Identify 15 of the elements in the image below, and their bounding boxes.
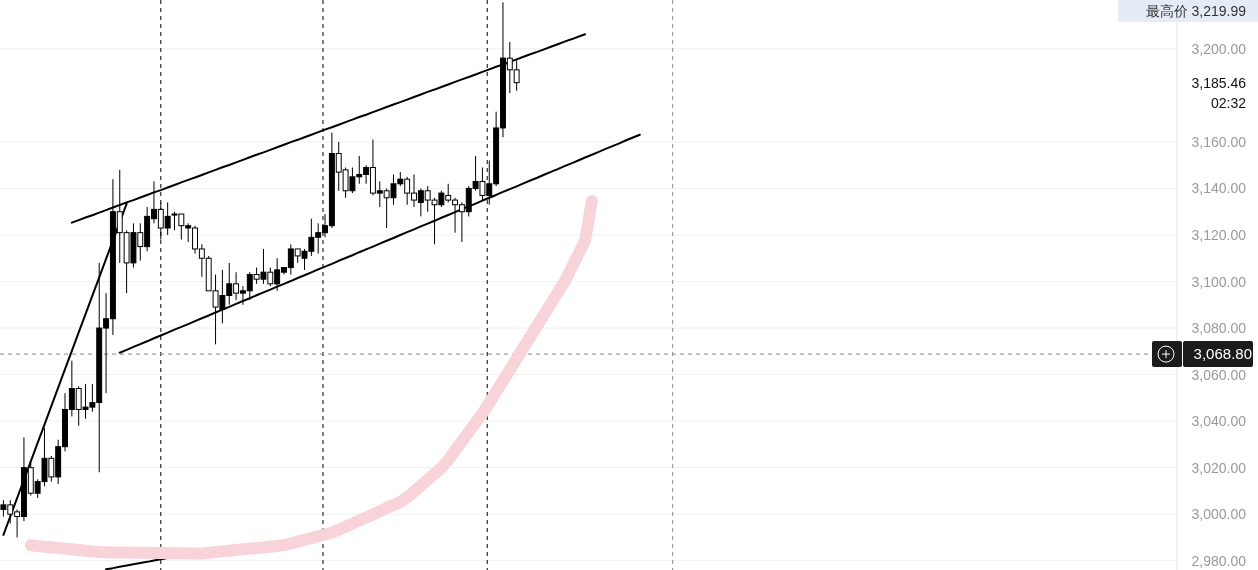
ref-line-label: 3,068.80 [1193,345,1252,363]
y-tick-label: 3,100.00 [1191,273,1247,290]
text: 3,185.46 [1191,74,1247,91]
y-tick-label: 2,980.00 [1191,552,1247,569]
y-tick-label: 3,060.00 [1191,366,1247,383]
y-tick-label: 3,000.00 [1191,506,1247,523]
y-tick-label: 3,200.00 [1191,40,1247,57]
y-tick-label: 3,120.00 [1191,226,1247,243]
y-tick-label: 3,160.00 [1191,133,1247,150]
text: 02:32 [1210,94,1247,111]
annotation: 最高价 3,219.99 [1145,3,1247,19]
y-tick-label: 3,020.00 [1191,459,1247,476]
y-tick-label: 3,140.00 [1191,180,1247,197]
y-tick-label: 3,040.00 [1191,413,1247,430]
y-tick-label: 3,080.00 [1191,320,1247,337]
